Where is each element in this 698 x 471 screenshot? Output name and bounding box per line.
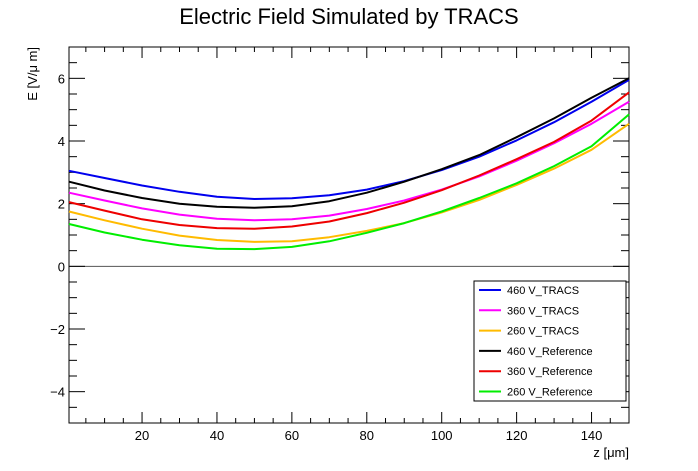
x-axis-label: z [μm]	[593, 445, 629, 460]
x-tick-label: 40	[210, 428, 224, 443]
y-tick-label: 6	[58, 71, 65, 86]
series-line-5	[68, 91, 630, 230]
legend-box	[473, 280, 627, 402]
legend-label: 460 V_TRACS	[507, 285, 579, 297]
x-tick-label: 120	[506, 428, 528, 443]
plot-area: 20 40 60 80 100 120 140 −4 −2 0 2 4 6	[50, 46, 630, 443]
x-tick-label: 80	[360, 428, 374, 443]
series-line-6	[68, 113, 630, 251]
legend-label: 360 V_TRACS	[507, 305, 579, 317]
y-tick-label: −4	[50, 385, 65, 400]
legend-label: 260 V_Reference	[507, 387, 593, 399]
series-line-4	[68, 77, 630, 209]
legend: 460 V_TRACS 360 V_TRACS 260 V_TRACS 460 V_R…	[473, 280, 627, 402]
x-tick-label: 60	[285, 428, 299, 443]
x-tick-label: 140	[581, 428, 603, 443]
series-line-1	[68, 79, 630, 200]
y-tick-label: 4	[58, 134, 65, 149]
legend-label: 260 V_TRACS	[507, 326, 579, 338]
legend-label: 360 V_Reference	[507, 366, 593, 378]
y-tick-label: 0	[58, 259, 65, 274]
chart-title: Electric Field Simulated by TRACS	[179, 4, 519, 29]
y-tick-label: 2	[58, 197, 65, 212]
x-tick-label: 100	[431, 428, 453, 443]
x-tick-label: 20	[135, 428, 149, 443]
y-tick-label: −2	[50, 322, 65, 337]
y-axis-label: E [V/μ m]	[25, 47, 40, 101]
series-line-2	[68, 100, 630, 222]
series-line-3	[68, 122, 630, 243]
legend-label: 460 V_Reference	[507, 346, 593, 358]
